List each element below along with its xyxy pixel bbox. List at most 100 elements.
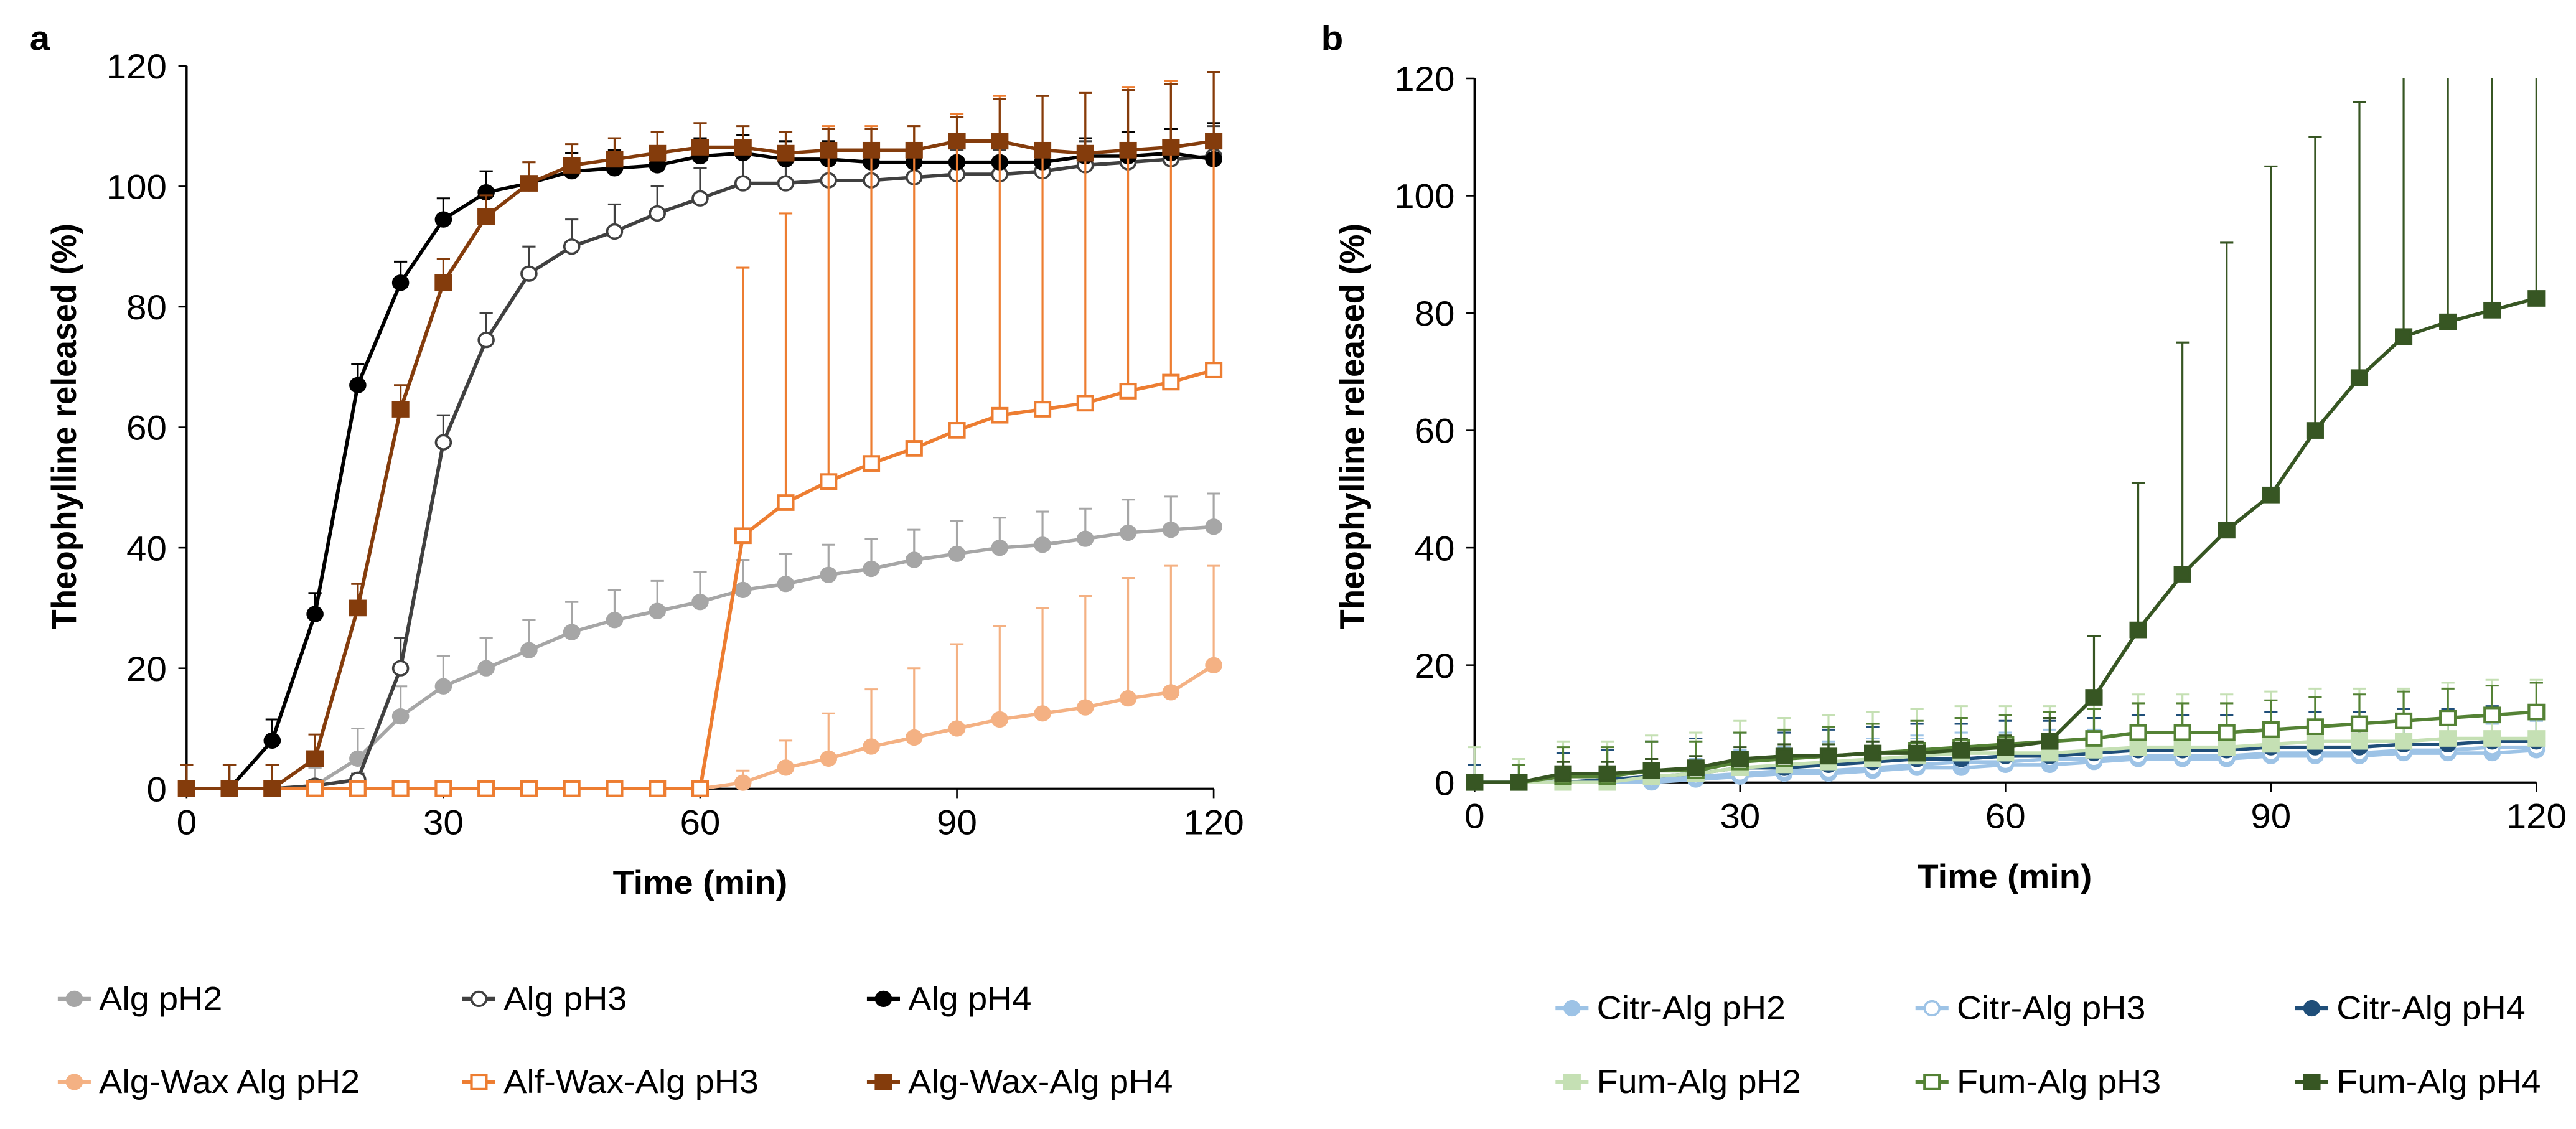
data-point bbox=[306, 750, 324, 767]
data-point bbox=[1466, 774, 1484, 791]
y-tick-label: 40 bbox=[126, 530, 167, 568]
legend-item: Fum-Alg pH4 bbox=[2295, 1063, 2541, 1100]
data-point bbox=[2129, 739, 2147, 756]
data-point bbox=[2173, 724, 2191, 741]
data-point bbox=[2483, 730, 2501, 747]
data-point bbox=[520, 265, 538, 282]
data-point bbox=[1033, 401, 1052, 418]
data-point bbox=[2129, 621, 2147, 639]
data-point bbox=[2218, 522, 2236, 539]
data-point bbox=[563, 238, 581, 255]
data-point bbox=[2395, 328, 2413, 345]
legend-label: Fum-Alg pH3 bbox=[1957, 1063, 2161, 1100]
data-point bbox=[2262, 736, 2280, 753]
y-tick-label: 60 bbox=[1415, 412, 1455, 451]
data-point bbox=[1687, 759, 1705, 776]
data-point bbox=[2306, 718, 2324, 736]
data-point bbox=[2350, 715, 2369, 733]
data-point bbox=[477, 208, 495, 225]
data-point bbox=[2439, 313, 2457, 330]
data-point bbox=[65, 990, 83, 1007]
data-point bbox=[2350, 733, 2369, 750]
legend-label: Fum-Alg pH4 bbox=[2336, 1063, 2541, 1100]
legend-item: Alg pH3 bbox=[462, 980, 627, 1017]
data-point bbox=[863, 738, 880, 755]
y-axis-title: Theophylline released (%) bbox=[1332, 223, 1372, 630]
data-point bbox=[2527, 290, 2546, 307]
series-line bbox=[186, 525, 1214, 791]
data-point bbox=[1205, 362, 1223, 378]
y-tick-label: 20 bbox=[126, 650, 167, 688]
legend-item: Alf-Wax-Alg pH3 bbox=[462, 1063, 759, 1100]
data-point bbox=[1554, 765, 1572, 782]
data-point bbox=[520, 642, 538, 658]
data-point bbox=[734, 774, 752, 791]
data-point bbox=[2173, 739, 2191, 756]
legend-item: Fum-Alg pH2 bbox=[1555, 1063, 1801, 1100]
data-point bbox=[2218, 724, 2236, 741]
data-point bbox=[905, 729, 923, 746]
y-tick-label: 0 bbox=[1435, 764, 1454, 803]
data-point bbox=[948, 720, 966, 737]
data-point bbox=[606, 223, 624, 240]
data-point bbox=[2303, 1000, 2321, 1017]
data-point bbox=[2483, 706, 2501, 724]
data-point bbox=[777, 175, 795, 192]
data-point bbox=[691, 594, 709, 611]
data-point bbox=[649, 144, 667, 162]
legend-label: Citr-Alg pH2 bbox=[1597, 990, 1786, 1026]
data-point bbox=[820, 473, 838, 490]
plot-area bbox=[177, 70, 1223, 797]
data-point bbox=[862, 455, 881, 472]
legend-label: Alg pH3 bbox=[503, 980, 627, 1017]
series-fum-alg-ph4 bbox=[1466, 78, 2546, 791]
data-point bbox=[1162, 139, 1180, 156]
x-tick-label: 90 bbox=[2250, 797, 2291, 836]
y-tick-label: 0 bbox=[147, 771, 167, 809]
data-point bbox=[2085, 689, 2103, 706]
y-tick-label: 80 bbox=[126, 288, 167, 327]
data-point bbox=[563, 624, 581, 640]
data-point bbox=[2350, 369, 2369, 386]
x-tick-label: 0 bbox=[177, 803, 197, 842]
x-tick-label: 30 bbox=[423, 803, 464, 842]
panel-label: b bbox=[1321, 19, 1344, 58]
data-point bbox=[606, 151, 624, 168]
data-point bbox=[649, 602, 666, 619]
data-point bbox=[177, 780, 195, 797]
x-tick-label: 0 bbox=[1464, 797, 1484, 836]
data-point bbox=[1908, 744, 1926, 762]
data-point bbox=[1598, 765, 1616, 782]
data-point bbox=[2303, 1074, 2321, 1090]
data-point bbox=[1731, 751, 1749, 767]
legend-item: Citr-Alg pH2 bbox=[1555, 990, 1786, 1026]
data-point bbox=[1205, 657, 1222, 673]
data-point bbox=[1510, 774, 1528, 791]
x-tick-label: 120 bbox=[2506, 797, 2567, 836]
data-point bbox=[1162, 521, 1180, 538]
y-tick-label: 120 bbox=[1394, 60, 1454, 98]
data-point bbox=[777, 759, 795, 776]
data-point bbox=[1119, 524, 1137, 541]
data-point bbox=[691, 780, 710, 797]
data-point bbox=[991, 406, 1009, 424]
y-axis-title: Theophylline released (%) bbox=[45, 223, 84, 630]
plot-area bbox=[1466, 78, 2546, 791]
data-point bbox=[948, 422, 966, 439]
data-point bbox=[1162, 684, 1180, 701]
series-alg-ph3 bbox=[178, 125, 1222, 797]
axes: 0 20 40 60 80 100 120 0 30 60 90 120 bbox=[106, 47, 1244, 842]
legend-label: Citr-Alg pH3 bbox=[1957, 990, 2145, 1026]
data-point bbox=[520, 780, 538, 797]
data-point bbox=[391, 708, 410, 725]
data-point bbox=[349, 377, 367, 393]
legend-item: Fum-Alg pH3 bbox=[1915, 1063, 2161, 1100]
x-tick-label: 120 bbox=[1183, 803, 1244, 842]
x-axis-title: Time (min) bbox=[613, 864, 788, 901]
data-point bbox=[1642, 762, 1660, 779]
series-alg-wax-alg-ph4 bbox=[177, 70, 1223, 797]
data-point bbox=[1034, 536, 1051, 553]
data-point bbox=[2306, 422, 2324, 439]
data-point bbox=[1563, 1000, 1581, 1017]
data-point bbox=[777, 494, 795, 511]
